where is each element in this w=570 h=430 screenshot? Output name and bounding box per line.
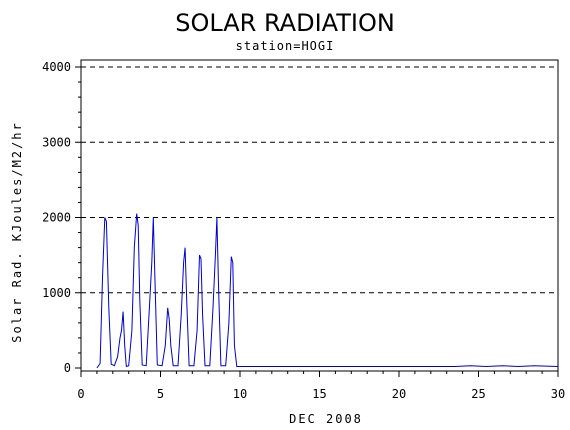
x-axis-label: DEC 2008: [289, 412, 363, 426]
y-axis-ticks: 0 1000 2000 3000 4000: [42, 60, 81, 375]
y-axis-label: Solar Rad. KJoules/M2/hr: [10, 121, 24, 342]
y-tick-label: 4000: [42, 60, 71, 74]
x-tick-label: 10: [233, 387, 247, 401]
series-line: [96, 213, 559, 369]
y-tick-label: 1000: [42, 286, 71, 300]
chart-subtitle: station=HOGI: [236, 39, 335, 53]
plot-frame: [80, 59, 559, 372]
y-tick-label: 0: [64, 361, 71, 375]
x-tick-label: 30: [551, 387, 565, 401]
x-tick-label: 20: [392, 387, 406, 401]
x-tick-label: 5: [157, 387, 164, 401]
grid-lines: [81, 66, 558, 294]
y-tick-label: 2000: [42, 211, 71, 225]
x-tick-label: 15: [312, 387, 326, 401]
x-axis-ticks: 0 5 10 15 20 25 30: [77, 371, 565, 401]
x-tick-label: 0: [77, 387, 84, 401]
chart-title: SOLAR RADIATION: [175, 9, 395, 37]
x-tick-label: 25: [471, 387, 485, 401]
y-tick-label: 3000: [42, 135, 71, 149]
